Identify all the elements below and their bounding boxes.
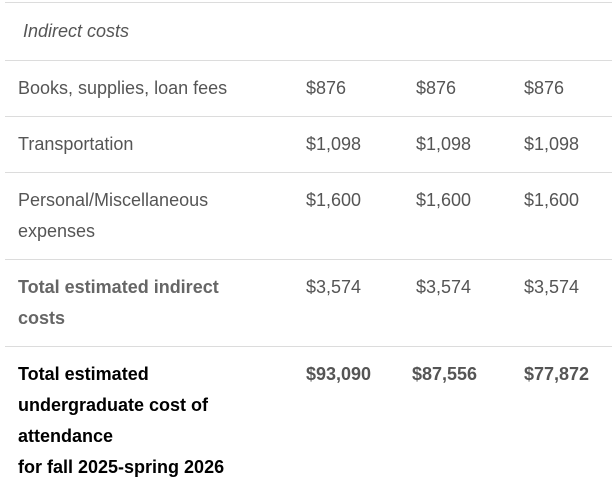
row-label: Books, supplies, loan fees bbox=[18, 78, 228, 98]
subtotal-row: Total estimated indirect costs $3,574 $3… bbox=[5, 259, 612, 346]
row-label: Personal/Miscellaneous expenses bbox=[18, 190, 209, 241]
row-value: $3,574 bbox=[524, 277, 580, 297]
row-value: $3,574 bbox=[306, 277, 362, 297]
row-value: $1,600 bbox=[524, 190, 580, 210]
row-value: $1,098 bbox=[306, 134, 362, 154]
row-value: $3,574 bbox=[416, 277, 472, 297]
total-row: Total estimated undergraduate cost of at… bbox=[5, 346, 612, 495]
total-label: Total estimated undergraduate cost of at… bbox=[5, 359, 306, 483]
row-value: $1,098 bbox=[524, 134, 580, 154]
total-value: $93,090 bbox=[306, 364, 372, 384]
cost-of-attendance-table: Indirect costs Books, supplies, loan fee… bbox=[5, 2, 612, 495]
row-label: Transportation bbox=[18, 134, 134, 154]
section-header-row: Indirect costs bbox=[5, 2, 612, 60]
total-label-line: for fall 2025-spring 2026 bbox=[18, 457, 225, 477]
table-row: Personal/Miscellaneous expenses $1,600 $… bbox=[5, 172, 612, 259]
row-value: $876 bbox=[524, 78, 565, 98]
row-value: $1,098 bbox=[416, 134, 472, 154]
total-value: $87,556 bbox=[412, 364, 478, 384]
row-value: $1,600 bbox=[306, 190, 362, 210]
total-value: $77,872 bbox=[524, 364, 590, 384]
row-label: Total estimated indirect costs bbox=[18, 277, 219, 328]
table-row: Transportation $1,098 $1,098 $1,098 bbox=[5, 116, 612, 172]
row-value: $876 bbox=[306, 78, 347, 98]
row-value: $1,600 bbox=[416, 190, 472, 210]
row-value: $876 bbox=[416, 78, 457, 98]
table-row: Books, supplies, loan fees $876 $876 $87… bbox=[5, 60, 612, 116]
total-label-line: Total estimated undergraduate cost of at… bbox=[18, 364, 209, 446]
section-header: Indirect costs bbox=[23, 21, 130, 41]
